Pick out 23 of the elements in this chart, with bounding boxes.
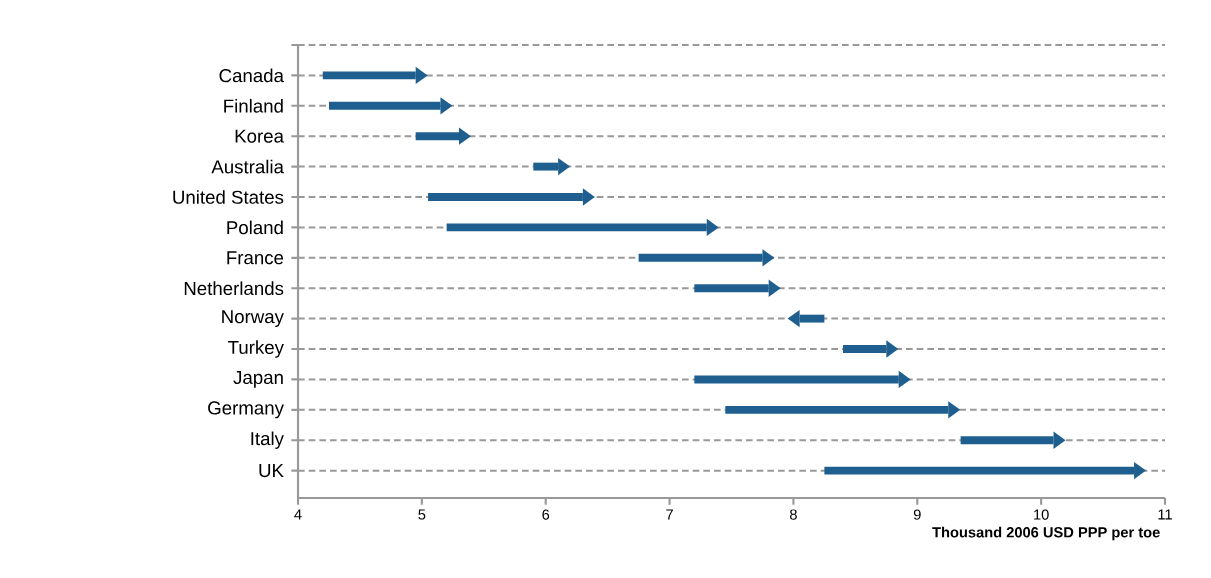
y-tick-label: France [227,251,284,265]
y-tick-label: Canada [219,68,284,83]
y-tick-label: Australia [211,159,284,174]
y-tick-label: Poland [227,220,283,235]
y-tick-label: Norway [222,310,284,327]
y-tick-label: Netherlands [184,281,284,296]
y-tick-label: Germany [208,401,284,419]
y-tick-label: Turkey [228,340,284,358]
y-tick-label: Finland [224,98,283,113]
x-tick-label: 9 [913,509,921,520]
x-tick-label: 8 [789,509,797,520]
x-tick-label: 7 [666,509,673,520]
y-tick-label: Korea [235,129,284,143]
y-tick-label: Italy [251,431,284,449]
x-tick-label: 10 [1034,509,1049,520]
x-tick-label: 4 [294,509,302,520]
y-tick-label: United States [173,190,284,204]
x-tick-label: 5 [418,509,426,520]
y-tick-label: Japan [233,371,283,388]
x-tick-label: 6 [542,509,550,520]
x-tick-label: 11 [1158,509,1172,520]
y-tick-label: UK [259,464,284,478]
x-axis-title: Thousand 2006 USD PPP per toe [932,526,1160,541]
